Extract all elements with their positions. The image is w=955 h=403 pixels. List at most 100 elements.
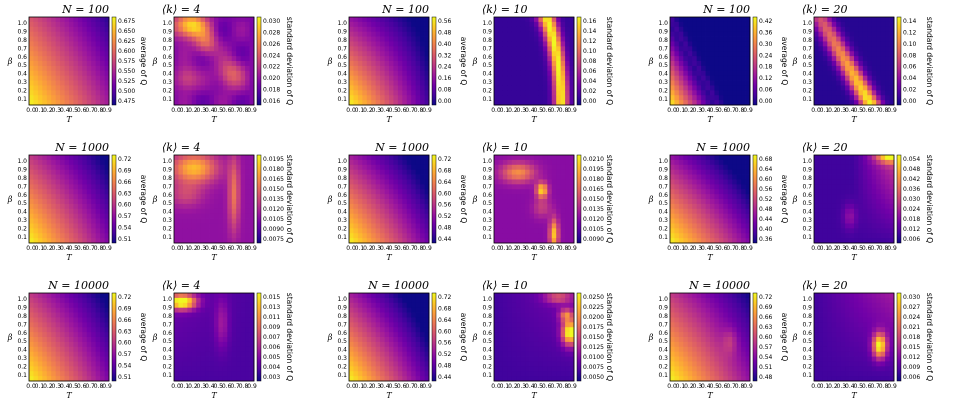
heatmap-cell [674,199,680,205]
heatmap-cell [86,376,92,382]
heatmap-cell [727,208,733,215]
heatmap-cell [353,85,359,91]
heatmap-cell [366,199,372,205]
heatmap-cell [227,179,233,185]
heatmap-cell [218,159,224,166]
heatmap-cell [249,223,255,229]
heatmap-cell [402,31,408,37]
x-tick-label: 0.1 [355,245,365,252]
y-tick-label: 0.8 [658,175,668,182]
heatmap-cell [46,302,52,309]
heatmap-cell [69,164,74,171]
heatmap-cell [196,312,202,318]
heatmap-cell [683,184,689,190]
heatmap-cell [375,184,381,190]
heatmap-cell [858,189,864,195]
heatmap-cell [69,317,74,323]
heatmap-cell [687,233,693,239]
heatmap-cell [502,223,508,229]
heatmap-cell [100,356,105,362]
heatmap-cell [674,85,680,91]
heatmap-cell [95,36,101,42]
heatmap-cell [542,233,548,239]
heatmap-cell [516,75,522,81]
y-axis-label: β [472,57,478,66]
heatmap-cell [831,100,837,106]
heatmap-cell [858,233,864,239]
heatmap-cell [42,317,48,323]
heatmap-cell [51,208,57,215]
heatmap-cell [745,65,751,72]
heatmap-cell [236,17,242,23]
heatmap-cell [862,90,868,96]
heatmap-cell [723,218,729,224]
y-tick-label: 0.3 [337,217,347,224]
heatmap-cell [822,26,828,33]
heatmap-cell [86,164,92,171]
heatmap-cell [236,208,242,215]
heatmap-cell [82,100,88,106]
heatmap-cell [836,51,842,57]
heatmap-cell [366,75,372,81]
heatmap-cell [534,169,539,175]
heatmap-cell [696,228,702,234]
heatmap-cell [73,351,79,357]
heatmap-cell [100,233,105,239]
heatmap-cell [357,26,363,33]
heatmap-cell [73,41,79,47]
heatmap-cell [104,164,110,171]
heatmap-cell [55,75,61,81]
colorbar [111,292,117,382]
heatmap-cell [46,21,52,28]
heatmap-cell [42,159,48,166]
heatmap-cell [42,61,48,67]
heatmap-cell [375,75,381,81]
heatmap-cell [831,26,837,33]
heatmap-cell [845,61,850,67]
y-tick-label: 0.6 [482,192,492,199]
heatmap-cell [51,169,57,175]
heatmap-cell [200,194,206,200]
heatmap-cell [511,218,517,224]
heatmap-cell [415,164,421,171]
heatmap-cell [214,41,219,47]
heatmap-cell [701,21,706,28]
heatmap-cell [191,351,197,357]
heatmap-cell [507,174,513,180]
heatmap-cell [889,100,895,106]
heatmap-cell [569,17,575,23]
heatmap-cell [200,95,206,101]
heatmap-cell [736,233,742,239]
heatmap-cell [718,194,724,200]
heatmap-cell [858,46,864,52]
heatmap-cell [696,208,702,215]
heatmap-cell [836,233,842,239]
heatmap-cell [814,95,819,101]
heatmap-cell [397,203,403,210]
heatmap-cell [200,41,206,47]
heatmap-cell [86,203,92,210]
heatmap-cell [420,46,425,52]
colorbar-tick-label: 0.0180 [583,176,604,183]
heatmap-cell [406,36,412,42]
heatmap-cell [55,213,61,219]
heatmap-cell [696,46,702,52]
heatmap-cell [231,341,237,348]
heatmap-cell [836,228,842,234]
heatmap-cell [814,70,819,77]
heatmap-cell [222,371,228,377]
heatmap-cell [393,223,399,229]
heatmap-cell [534,85,539,91]
heatmap-cell [520,159,526,166]
heatmap-cell [209,194,215,200]
heatmap-cell [33,346,39,353]
heatmap-cell [82,366,88,372]
heatmap-cell [845,174,850,180]
heatmap-cell [349,36,354,42]
y-tick-label: 0.4 [482,209,492,216]
heatmap-cell [231,376,237,382]
heatmap-cell [371,17,377,23]
heatmap-cell [718,223,724,229]
heatmap-cell [678,36,684,42]
heatmap-cell [696,90,702,96]
